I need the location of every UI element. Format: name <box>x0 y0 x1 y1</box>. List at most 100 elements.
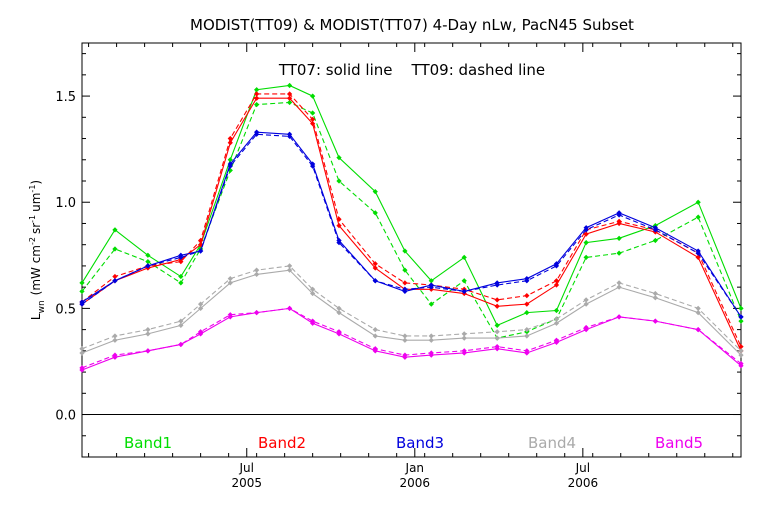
legend: Band1 Band2 Band3 Band4 Band5 <box>124 434 703 452</box>
band4-solid-point <box>616 284 622 290</box>
y-label-main: L <box>29 313 43 320</box>
band4-solid-point <box>524 333 530 339</box>
band4-solid-point <box>254 271 260 278</box>
band5-dashed-point <box>461 348 467 354</box>
band4-dashed-point <box>428 333 434 339</box>
x-tick-month-2: Jul <box>575 461 590 475</box>
band2-solid-point <box>494 303 500 309</box>
band1-solid-point <box>583 239 589 246</box>
legend-band5: Band5 <box>655 434 703 452</box>
band4-dashed-point <box>336 305 342 312</box>
band4-solid-point <box>286 267 293 273</box>
band5-dashed-point <box>145 348 151 354</box>
band1-dashed-point <box>178 280 184 286</box>
band2-dashed-point <box>197 237 204 244</box>
band4-solid-point <box>738 352 744 358</box>
band3-dashed-point <box>402 286 408 292</box>
band5-dashed-point <box>402 352 408 358</box>
legend-band4: Band4 <box>528 434 576 452</box>
band3-dashed-point <box>112 278 118 284</box>
band4-dashed-point <box>197 301 204 307</box>
band4-solid-point <box>178 322 184 328</box>
band1-dashed-point <box>79 288 85 295</box>
band3-dashed-point <box>553 263 560 269</box>
band4-dashed-point <box>112 333 118 339</box>
band2-solid-point <box>336 222 342 229</box>
legend-band1: Band1 <box>124 434 172 452</box>
y-label-sub: wn <box>37 300 47 313</box>
band2-dashed-point <box>227 135 233 142</box>
band2-dashed-point <box>494 297 500 303</box>
band5-dashed-point <box>652 318 658 324</box>
band5-dashed-point <box>227 312 233 318</box>
band1-solid-point <box>310 93 316 99</box>
band4-dashed-point <box>286 263 293 269</box>
band5-dashed-point <box>695 326 701 333</box>
band4-dashed-point <box>254 267 260 273</box>
band3-dashed-point <box>616 212 622 218</box>
band5-dashed-point <box>372 346 378 352</box>
band2-dashed-point <box>553 278 560 284</box>
band4-solid-point <box>112 337 118 343</box>
band1-solid-point <box>336 155 342 161</box>
band5-dashed-point <box>616 314 622 320</box>
band3-dashed-point <box>254 131 260 137</box>
band5-dashed-point <box>583 324 589 331</box>
band4-solid-point <box>227 280 233 286</box>
series-layer <box>79 82 744 373</box>
band4-solid-point <box>372 333 378 339</box>
band4-dashed-point <box>227 276 233 282</box>
band4-dashed-point <box>524 326 530 333</box>
band4-dashed-point <box>553 316 560 322</box>
band1-dashed-line <box>81 101 742 339</box>
band4-solid-point <box>652 295 658 301</box>
band3-dashed-point <box>145 263 151 269</box>
band3-dashed-point <box>372 278 378 284</box>
band1-solid-point <box>738 305 744 312</box>
band5-dashed-point <box>553 337 560 343</box>
band2-dashed-point <box>336 216 342 222</box>
band3-dashed-point <box>428 284 434 290</box>
band1-dashed-point <box>336 178 342 184</box>
y-tick-label-2: 1.0 <box>55 196 76 211</box>
band5-dashed-point <box>254 310 260 316</box>
band1-solid-point <box>79 280 85 286</box>
y-label-unit-close: ) <box>29 180 43 185</box>
band3-dashed-point <box>178 254 184 261</box>
band1-dashed-point <box>402 267 408 273</box>
band1-solid-point <box>494 322 500 328</box>
x-tick-year-2: 2006 <box>568 476 599 490</box>
band1-solid-point <box>112 227 118 233</box>
band2-dashed-point <box>286 91 293 97</box>
band2-dashed-point <box>616 218 622 224</box>
band4-solid-point <box>197 305 204 312</box>
y-tick-label-1: 0.5 <box>55 302 76 317</box>
band4-dashed-point <box>79 346 85 352</box>
band4-solid-point <box>494 335 500 341</box>
band3-dashed-point <box>583 227 589 233</box>
band5-solid-line <box>81 307 742 371</box>
band1-dashed-point <box>738 318 744 324</box>
band4-dashed-point <box>402 333 408 339</box>
band2-dashed-point <box>310 116 316 123</box>
legend-band2: Band2 <box>258 434 306 452</box>
band1-solid-point <box>461 254 467 261</box>
band1-dashed-point <box>112 246 118 252</box>
band4-dashed-point <box>652 290 658 297</box>
band1-dashed-point <box>695 214 701 220</box>
band4-dashed-point <box>583 297 589 303</box>
y-tick-label-3: 1.5 <box>55 90 76 105</box>
band4-solid-line <box>81 269 742 356</box>
legend-band3: Band3 <box>396 434 444 452</box>
band2-solid-point <box>197 242 204 248</box>
band4-solid-point <box>336 310 342 316</box>
band4-solid-point <box>583 301 589 307</box>
band3-dashed-line <box>81 133 742 318</box>
band1-solid-point <box>145 252 151 258</box>
band5-dashed-point <box>178 341 184 348</box>
x-tick-month-1: Jan <box>405 461 425 475</box>
band2-solid-point <box>524 301 530 307</box>
band1-dashed-point <box>310 110 316 116</box>
band3-dashed-point <box>652 227 658 233</box>
